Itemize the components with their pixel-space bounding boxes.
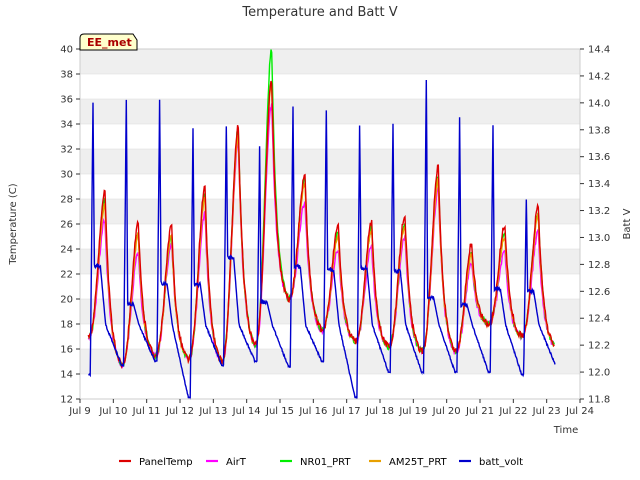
- y-tick-label: 28: [60, 195, 73, 206]
- x-axis: Jul 9 Jul 10 Jul 11 Jul 12 Jul 13 Jul 14 Jul 1…: [68, 399, 594, 417]
- x-tick-label: Jul 21: [465, 406, 494, 417]
- y2-tick-label: 12.6: [588, 287, 610, 298]
- y2-tick-label: 14.2: [588, 71, 610, 82]
- legend-label-AM25T_PRT: AM25T_PRT: [389, 457, 448, 468]
- y-tick-label: 14: [60, 370, 73, 381]
- x-tick-label: Jul 11: [132, 406, 161, 417]
- y-axis-title: Temperature (C): [8, 183, 19, 265]
- legend-label-PanelTemp: PanelTemp: [139, 457, 193, 468]
- y-tick-label: 12: [60, 395, 73, 406]
- series-line-PanelTemp: [87, 80, 555, 369]
- grid-bands: [80, 48, 580, 400]
- grid-band: [80, 199, 580, 224]
- x-tick-label: Jul 12: [165, 406, 194, 417]
- y2-axis-title: Batt V: [622, 208, 633, 239]
- y2-tick-label: 13.2: [588, 206, 610, 217]
- x-tick-label: Jul 9: [68, 406, 91, 417]
- grid-band: [80, 99, 580, 124]
- x-tick-label: Jul 20: [432, 406, 461, 417]
- grid-band: [80, 149, 580, 174]
- x-tick-label: Jul 18: [365, 406, 394, 417]
- x-tick-label: Jul 23: [532, 406, 561, 417]
- y-tick-label: 40: [60, 45, 73, 56]
- chart-title: Temperature and Batt V: [241, 5, 397, 20]
- x-tick-label: Jul 13: [198, 406, 227, 417]
- y-tick-label: 18: [60, 320, 73, 331]
- y-tick-label: 30: [60, 170, 73, 181]
- y-tick-label: 22: [60, 270, 73, 281]
- y-tick-label: 34: [60, 120, 73, 131]
- y-tick-label: 38: [60, 70, 73, 81]
- legend: PanelTemp AirT NR01_PRT AM25T_PRT batt_volt: [119, 457, 523, 468]
- x-tick-label: Jul 22: [498, 406, 527, 417]
- y-axis-left: 12 14 16 18 20 22 24 26 28 30 32 34 36 38 40: [60, 45, 80, 406]
- y2-tick-label: 13.6: [588, 152, 610, 163]
- y2-tick-label: 11.8: [588, 395, 610, 406]
- x-tick-label: Jul 15: [265, 406, 294, 417]
- site-badge-label: EE_met: [87, 36, 132, 49]
- y2-tick-label: 12.4: [588, 314, 610, 325]
- legend-label-AirT: AirT: [226, 457, 247, 468]
- x-tick-label: Jul 17: [332, 406, 361, 417]
- y-tick-label: 32: [60, 145, 73, 156]
- legend-label-NR01_PRT: NR01_PRT: [300, 457, 351, 468]
- y-tick-label: 24: [60, 245, 73, 256]
- y-tick-label: 26: [60, 220, 73, 231]
- x-tick-label: Jul 10: [98, 406, 127, 417]
- series-line-batt_volt: [88, 79, 556, 401]
- y2-tick-label: 13.0: [588, 233, 610, 244]
- x-tick-label: Jul 19: [398, 406, 427, 417]
- x-tick-label: Jul 14: [232, 406, 261, 417]
- y2-tick-label: 13.8: [588, 125, 610, 136]
- y2-tick-label: 12.8: [588, 260, 610, 271]
- x-axis-title: Time: [553, 425, 578, 436]
- battery-series: [88, 79, 556, 401]
- y2-tick-label: 14.4: [588, 45, 610, 56]
- y2-tick-label: 12.2: [588, 341, 610, 352]
- grid-band: [80, 49, 580, 74]
- legend-label-batt_volt: batt_volt: [479, 457, 523, 468]
- grid-band: [80, 349, 580, 374]
- y-tick-label: 36: [60, 95, 73, 106]
- y2-tick-label: 12.0: [588, 368, 610, 379]
- y-tick-label: 20: [60, 295, 73, 306]
- site-badge: EE_met: [79, 33, 138, 51]
- y-axis-right: 11.8 12.0 12.2 12.4 12.6 12.8 13.0 13.2 13.4 13.6…: [580, 45, 610, 406]
- x-tick-label: Jul 24: [565, 406, 594, 417]
- y2-tick-label: 14.0: [588, 98, 610, 109]
- x-tick-label: Jul 16: [298, 406, 327, 417]
- y2-tick-label: 13.4: [588, 179, 610, 190]
- y-tick-label: 16: [60, 345, 73, 356]
- temperature-series: [87, 49, 555, 369]
